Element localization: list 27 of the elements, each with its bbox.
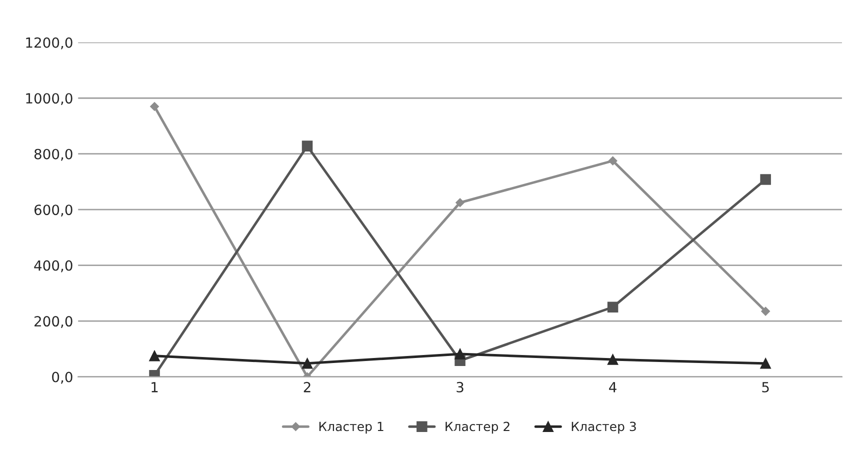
point [607, 302, 618, 313]
point [761, 306, 770, 316]
legend-label: Кластер 2 [446, 422, 510, 434]
point [150, 102, 159, 111]
point [454, 348, 466, 360]
point [760, 358, 771, 369]
point [608, 156, 618, 166]
y-tick-label: 1200,0 [26, 37, 72, 50]
point [302, 140, 313, 152]
x-tick-label: 3 [456, 382, 464, 392]
point [302, 358, 313, 369]
x-tick-label: 1 [152, 382, 158, 392]
x-tick-label: 2 [304, 382, 310, 392]
legend-label: Кластер 1 [319, 422, 384, 434]
y-tick-label: 800,0 [34, 148, 72, 161]
x-tick-label: 4 [609, 382, 616, 392]
y-tick-label: 0,0 [52, 372, 72, 384]
y-tick-label: 1000,0 [26, 93, 72, 106]
x-tick-label: 5 [762, 382, 769, 392]
y-tick-label: 600,0 [34, 204, 72, 216]
point [149, 350, 160, 362]
point [760, 174, 771, 185]
y-tick-label: 400,0 [34, 260, 72, 272]
point [456, 198, 464, 208]
y-tick-label: 200,0 [34, 316, 72, 328]
point [607, 354, 618, 365]
legend-label: Кластер 3 [572, 422, 636, 434]
